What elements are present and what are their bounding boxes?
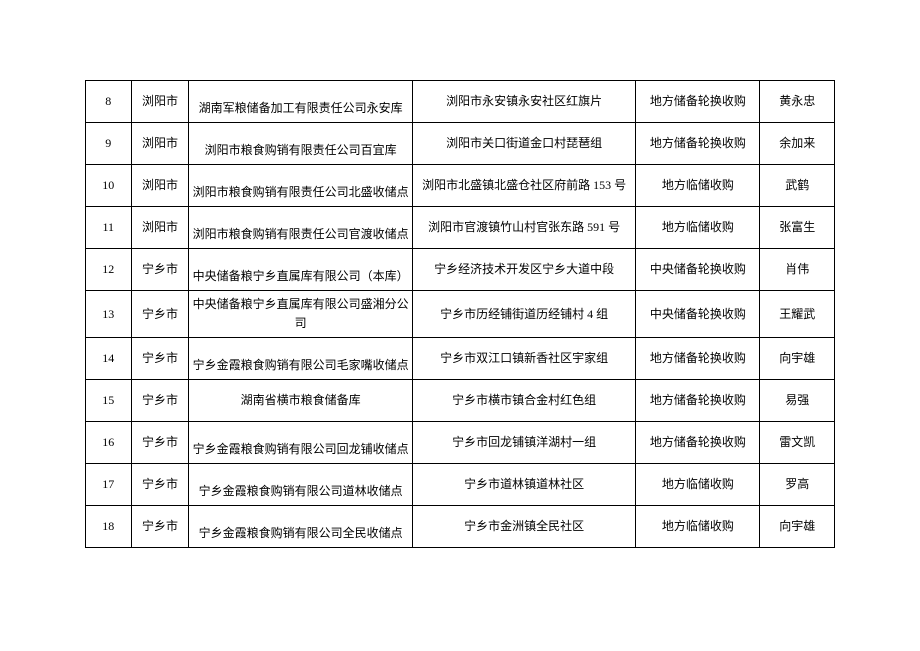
cell-city: 浏阳市 <box>131 207 189 249</box>
cell-address: 浏阳市官渡镇竹山村官张东路 591 号 <box>412 207 635 249</box>
table-row: 9 浏阳市 浏阳市粮食购销有限责任公司百宜库 浏阳市关口街道金口村琵琶组 地方储… <box>86 123 835 165</box>
cell-company: 浏阳市粮食购销有限责任公司官渡收储点 <box>189 207 412 249</box>
cell-company: 宁乡金霞粮食购销有限公司毛家嘴收储点 <box>189 338 412 380</box>
cell-person: 黄永忠 <box>760 81 835 123</box>
cell-address: 宁乡市双江口镇新香社区宇家组 <box>412 338 635 380</box>
table-row: 14 宁乡市 宁乡金霞粮食购销有限公司毛家嘴收储点 宁乡市双江口镇新香社区宇家组… <box>86 338 835 380</box>
table-row: 18 宁乡市 宁乡金霞粮食购销有限公司全民收储点 宁乡市金洲镇全民社区 地方临储… <box>86 506 835 548</box>
cell-num: 11 <box>86 207 132 249</box>
cell-person: 肖伟 <box>760 249 835 291</box>
table-body: 8 浏阳市 湖南军粮储备加工有限责任公司永安库 浏阳市永安镇永安社区红旗片 地方… <box>86 81 835 548</box>
cell-city: 宁乡市 <box>131 380 189 422</box>
cell-company: 浏阳市粮食购销有限责任公司北盛收储点 <box>189 165 412 207</box>
cell-company: 湖南军粮储备加工有限责任公司永安库 <box>189 81 412 123</box>
cell-num: 18 <box>86 506 132 548</box>
cell-type: 地方储备轮换收购 <box>636 81 760 123</box>
cell-num: 9 <box>86 123 132 165</box>
cell-num: 14 <box>86 338 132 380</box>
cell-person: 罗高 <box>760 464 835 506</box>
cell-num: 13 <box>86 291 132 338</box>
cell-person: 张富生 <box>760 207 835 249</box>
cell-city: 宁乡市 <box>131 249 189 291</box>
cell-city: 浏阳市 <box>131 165 189 207</box>
cell-num: 8 <box>86 81 132 123</box>
cell-type: 中央储备轮换收购 <box>636 291 760 338</box>
table-row: 12 宁乡市 中央储备粮宁乡直属库有限公司（本库） 宁乡经济技术开发区宁乡大道中… <box>86 249 835 291</box>
cell-type: 地方储备轮换收购 <box>636 123 760 165</box>
cell-type: 地方储备轮换收购 <box>636 422 760 464</box>
cell-city: 浏阳市 <box>131 123 189 165</box>
table-row: 8 浏阳市 湖南军粮储备加工有限责任公司永安库 浏阳市永安镇永安社区红旗片 地方… <box>86 81 835 123</box>
cell-address: 宁乡市回龙铺镇洋湖村一组 <box>412 422 635 464</box>
cell-address: 宁乡市道林镇道林社区 <box>412 464 635 506</box>
cell-person: 向宇雄 <box>760 506 835 548</box>
cell-city: 宁乡市 <box>131 338 189 380</box>
cell-num: 17 <box>86 464 132 506</box>
cell-company: 湖南省横市粮食储备库 <box>189 380 412 422</box>
table-row: 11 浏阳市 浏阳市粮食购销有限责任公司官渡收储点 浏阳市官渡镇竹山村官张东路 … <box>86 207 835 249</box>
table-row: 16 宁乡市 宁乡金霞粮食购销有限公司回龙铺收储点 宁乡市回龙铺镇洋湖村一组 地… <box>86 422 835 464</box>
data-table: 8 浏阳市 湖南军粮储备加工有限责任公司永安库 浏阳市永安镇永安社区红旗片 地方… <box>85 80 835 548</box>
cell-type: 地方临储收购 <box>636 464 760 506</box>
cell-company: 宁乡金霞粮食购销有限公司全民收储点 <box>189 506 412 548</box>
cell-company: 宁乡金霞粮食购销有限公司道林收储点 <box>189 464 412 506</box>
cell-city: 宁乡市 <box>131 464 189 506</box>
table-row: 10 浏阳市 浏阳市粮食购销有限责任公司北盛收储点 浏阳市北盛镇北盛仓社区府前路… <box>86 165 835 207</box>
cell-type: 中央储备轮换收购 <box>636 249 760 291</box>
cell-num: 16 <box>86 422 132 464</box>
cell-num: 12 <box>86 249 132 291</box>
cell-type: 地方临储收购 <box>636 506 760 548</box>
cell-city: 浏阳市 <box>131 81 189 123</box>
cell-address: 浏阳市北盛镇北盛仓社区府前路 153 号 <box>412 165 635 207</box>
cell-type: 地方临储收购 <box>636 165 760 207</box>
cell-company: 浏阳市粮食购销有限责任公司百宜库 <box>189 123 412 165</box>
cell-person: 易强 <box>760 380 835 422</box>
cell-company: 中央储备粮宁乡直属库有限公司（本库） <box>189 249 412 291</box>
cell-address: 宁乡市历经铺街道历经铺村 4 组 <box>412 291 635 338</box>
cell-address: 宁乡经济技术开发区宁乡大道中段 <box>412 249 635 291</box>
cell-address: 宁乡市金洲镇全民社区 <box>412 506 635 548</box>
cell-city: 宁乡市 <box>131 291 189 338</box>
cell-person: 向宇雄 <box>760 338 835 380</box>
cell-city: 宁乡市 <box>131 422 189 464</box>
cell-city: 宁乡市 <box>131 506 189 548</box>
cell-company: 宁乡金霞粮食购销有限公司回龙铺收储点 <box>189 422 412 464</box>
cell-address: 浏阳市永安镇永安社区红旗片 <box>412 81 635 123</box>
table-row: 17 宁乡市 宁乡金霞粮食购销有限公司道林收储点 宁乡市道林镇道林社区 地方临储… <box>86 464 835 506</box>
cell-company: 中央储备粮宁乡直属库有限公司盛湘分公司 <box>189 291 412 338</box>
cell-address: 浏阳市关口街道金口村琵琶组 <box>412 123 635 165</box>
cell-person: 雷文凯 <box>760 422 835 464</box>
cell-person: 武鹤 <box>760 165 835 207</box>
cell-type: 地方临储收购 <box>636 207 760 249</box>
table-row: 15 宁乡市 湖南省横市粮食储备库 宁乡市横市镇合金村红色组 地方储备轮换收购 … <box>86 380 835 422</box>
cell-type: 地方储备轮换收购 <box>636 380 760 422</box>
table-row: 13 宁乡市 中央储备粮宁乡直属库有限公司盛湘分公司 宁乡市历经铺街道历经铺村 … <box>86 291 835 338</box>
cell-address: 宁乡市横市镇合金村红色组 <box>412 380 635 422</box>
cell-person: 王耀武 <box>760 291 835 338</box>
cell-num: 15 <box>86 380 132 422</box>
cell-type: 地方储备轮换收购 <box>636 338 760 380</box>
cell-num: 10 <box>86 165 132 207</box>
cell-person: 余加来 <box>760 123 835 165</box>
